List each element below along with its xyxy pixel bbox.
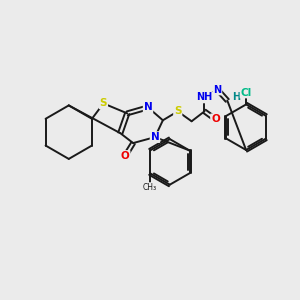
- Text: NH: NH: [196, 92, 213, 103]
- Text: N: N: [213, 85, 221, 94]
- Text: N: N: [151, 132, 159, 142]
- Text: S: S: [100, 98, 107, 108]
- Text: S: S: [174, 106, 182, 116]
- Text: N: N: [144, 102, 152, 112]
- Text: CH₃: CH₃: [143, 183, 157, 192]
- Text: O: O: [211, 114, 220, 124]
- Text: O: O: [121, 151, 130, 161]
- Text: Cl: Cl: [241, 88, 252, 98]
- Text: H: H: [232, 92, 240, 103]
